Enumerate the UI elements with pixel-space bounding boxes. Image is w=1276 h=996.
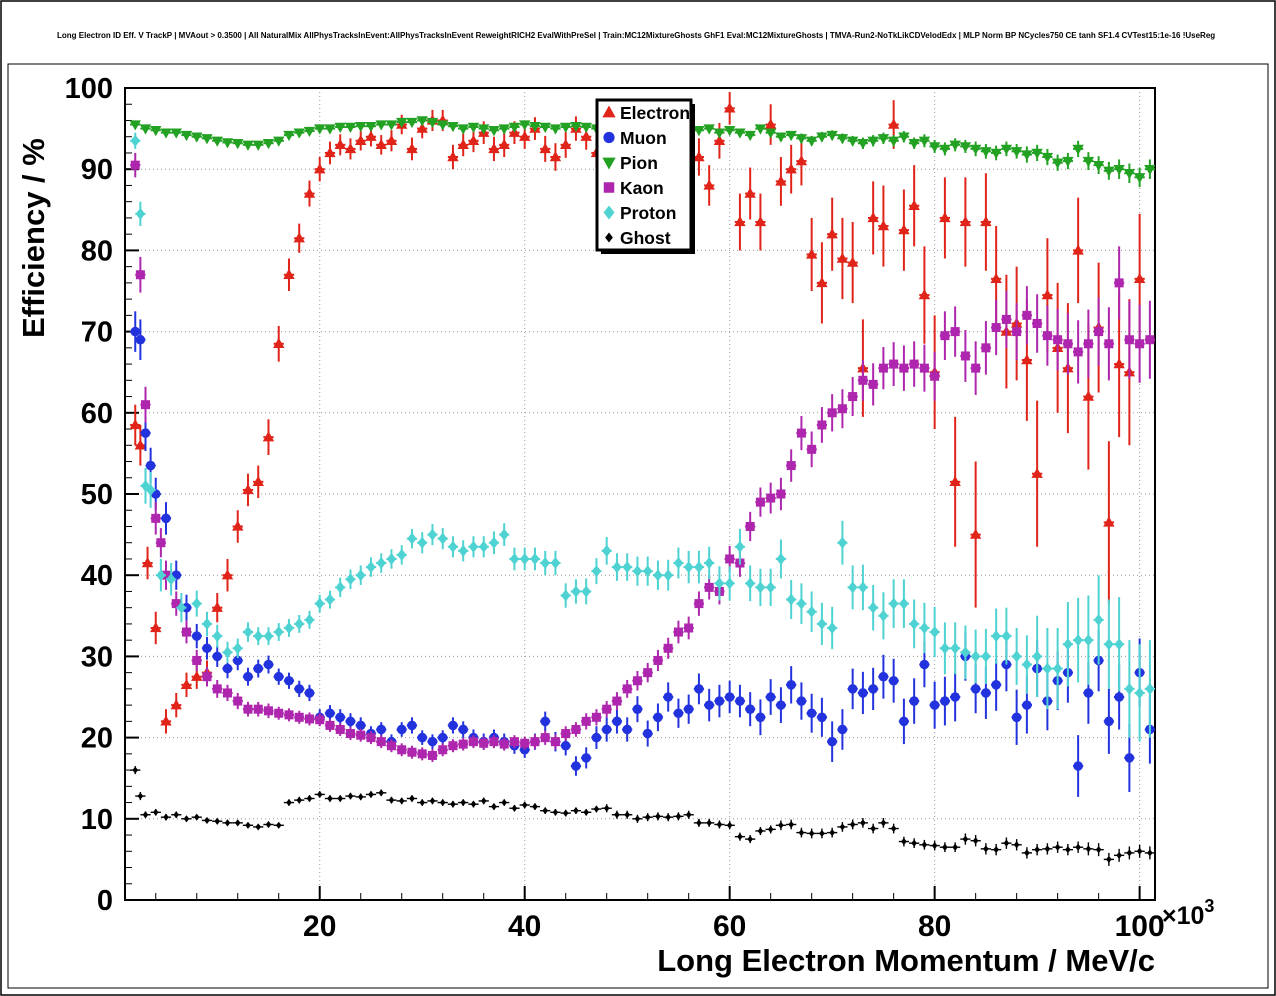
svg-text:60: 60 xyxy=(713,910,746,943)
gridlines xyxy=(125,88,1155,900)
svg-text:10: 10 xyxy=(81,804,113,836)
svg-text:90: 90 xyxy=(81,154,113,186)
y-axis: 0 10 20 30 40 50 60 70 80 90 100 Efficiency / % xyxy=(16,73,139,917)
svg-text:20: 20 xyxy=(303,910,336,943)
series-proton xyxy=(130,132,1155,742)
svg-text:0: 0 xyxy=(97,885,113,917)
svg-text:Kaon: Kaon xyxy=(620,178,664,198)
svg-text:40: 40 xyxy=(81,560,113,592)
svg-text:50: 50 xyxy=(81,479,113,511)
series-kaon xyxy=(130,152,1155,762)
svg-text:Ghost: Ghost xyxy=(620,228,671,248)
series-ghost xyxy=(130,766,1155,866)
legend: Electron Muon Pion Kaon Proton Ghost xyxy=(595,98,695,254)
svg-text:×103: ×103 xyxy=(1162,896,1214,930)
plot-title: Long Electron ID Eff. V TrackP | MVAout … xyxy=(57,31,1216,40)
svg-text:80: 80 xyxy=(918,910,951,943)
svg-text:40: 40 xyxy=(508,910,541,943)
svg-text:Electron: Electron xyxy=(620,103,690,123)
svg-text:100: 100 xyxy=(1115,910,1165,943)
svg-text:Efficiency / %: Efficiency / % xyxy=(16,138,51,338)
svg-text:Muon: Muon xyxy=(620,128,667,148)
svg-text:Proton: Proton xyxy=(620,203,676,223)
svg-text:80: 80 xyxy=(81,235,113,267)
svg-text:Pion: Pion xyxy=(620,153,658,173)
svg-text:70: 70 xyxy=(81,317,113,349)
svg-text:30: 30 xyxy=(81,641,113,673)
svg-text:100: 100 xyxy=(65,73,113,105)
svg-text:20: 20 xyxy=(81,723,113,755)
svg-text:Long Electron Momentum / MeV/c: Long Electron Momentum / MeV/c xyxy=(657,943,1155,978)
series-muon xyxy=(130,311,1155,797)
svg-text:60: 60 xyxy=(81,398,113,430)
